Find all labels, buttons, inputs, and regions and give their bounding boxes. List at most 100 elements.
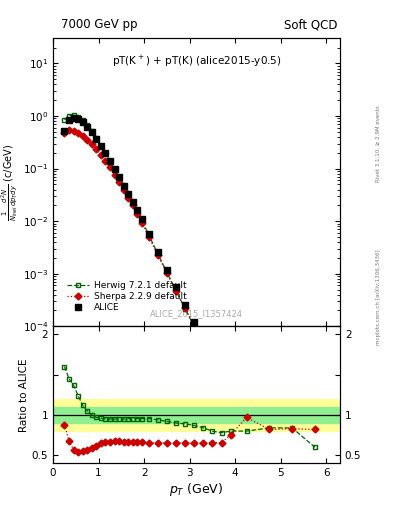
ALICE <box>117 174 121 180</box>
Sherpa 2.2.9 default <box>244 416 249 422</box>
Herwig 7.2.1 default <box>71 112 76 118</box>
Sherpa 2.2.9 default <box>67 126 72 133</box>
ALICE <box>312 496 317 502</box>
ALICE <box>76 116 81 122</box>
ALICE <box>244 409 249 415</box>
Sherpa 2.2.9 default <box>312 503 317 509</box>
Herwig 7.2.1 default <box>201 341 206 347</box>
Text: mcplots.cern.ch [arXiv:1306.3436]: mcplots.cern.ch [arXiv:1306.3436] <box>376 249 380 345</box>
Sherpa 2.2.9 default <box>201 340 206 346</box>
Sherpa 2.2.9 default <box>80 133 85 139</box>
ALICE <box>174 284 178 290</box>
ALICE <box>99 143 103 149</box>
ALICE <box>62 127 67 134</box>
Sherpa 2.2.9 default <box>140 220 144 226</box>
Sherpa 2.2.9 default <box>126 195 130 201</box>
Y-axis label: Ratio to ALICE: Ratio to ALICE <box>19 358 29 432</box>
Sherpa 2.2.9 default <box>165 270 169 276</box>
Herwig 7.2.1 default <box>112 166 117 173</box>
Sherpa 2.2.9 default <box>290 475 294 481</box>
Herwig 7.2.1 default <box>99 142 103 148</box>
Herwig 7.2.1 default <box>117 174 121 180</box>
Sherpa 2.2.9 default <box>85 137 90 143</box>
Herwig 7.2.1 default <box>183 306 187 312</box>
Herwig 7.2.1 default <box>62 117 67 123</box>
Sherpa 2.2.9 default <box>267 445 272 452</box>
Herwig 7.2.1 default <box>80 117 85 123</box>
X-axis label: $p_T$ (GeV): $p_T$ (GeV) <box>169 481 224 498</box>
ALICE <box>126 191 130 197</box>
ALICE <box>80 119 85 125</box>
ALICE <box>103 151 108 157</box>
ALICE <box>183 302 187 308</box>
ALICE <box>94 136 99 142</box>
Text: 7000 GeV pp: 7000 GeV pp <box>61 18 138 31</box>
ALICE <box>267 438 272 444</box>
Herwig 7.2.1 default <box>156 251 160 257</box>
Sherpa 2.2.9 default <box>99 152 103 158</box>
Y-axis label: $\frac{1}{N_{inel}}\frac{d^2N}{dp_{T}dy}$ (c/GeV): $\frac{1}{N_{inel}}\frac{d^2N}{dp_{T}dy}… <box>0 144 20 221</box>
Herwig 7.2.1 default <box>244 418 249 424</box>
Sherpa 2.2.9 default <box>89 141 94 147</box>
Herwig 7.2.1 default <box>126 191 130 197</box>
Line: Herwig 7.2.1 default: Herwig 7.2.1 default <box>62 113 317 512</box>
Sherpa 2.2.9 default <box>174 288 178 294</box>
Sherpa 2.2.9 default <box>192 323 196 329</box>
Herwig 7.2.1 default <box>192 324 196 330</box>
Herwig 7.2.1 default <box>165 269 169 275</box>
Sherpa 2.2.9 default <box>62 130 67 136</box>
Herwig 7.2.1 default <box>89 129 94 135</box>
Herwig 7.2.1 default <box>140 217 144 223</box>
ALICE <box>67 117 72 123</box>
ALICE <box>219 368 224 374</box>
Sherpa 2.2.9 default <box>112 172 117 178</box>
ALICE <box>89 129 94 135</box>
ALICE <box>146 231 151 237</box>
ALICE <box>201 335 206 342</box>
Line: ALICE: ALICE <box>61 115 318 502</box>
ALICE <box>112 166 117 173</box>
Text: Rivet 3.1.10, ≥ 2.9M events: Rivet 3.1.10, ≥ 2.9M events <box>376 105 380 182</box>
ALICE <box>210 351 215 357</box>
ALICE <box>135 207 140 214</box>
Sherpa 2.2.9 default <box>156 252 160 258</box>
Herwig 7.2.1 default <box>210 358 215 364</box>
Sherpa 2.2.9 default <box>121 186 126 193</box>
ALICE <box>85 123 90 130</box>
ALICE <box>121 183 126 189</box>
ALICE <box>290 467 294 473</box>
Sherpa 2.2.9 default <box>76 130 81 136</box>
Herwig 7.2.1 default <box>267 451 272 457</box>
Sherpa 2.2.9 default <box>103 158 108 164</box>
ALICE <box>130 199 135 205</box>
Herwig 7.2.1 default <box>228 391 233 397</box>
Herwig 7.2.1 default <box>67 113 72 119</box>
Sherpa 2.2.9 default <box>117 179 121 185</box>
Sherpa 2.2.9 default <box>135 211 140 217</box>
Sherpa 2.2.9 default <box>183 306 187 312</box>
Herwig 7.2.1 default <box>108 158 112 164</box>
ALICE <box>140 216 144 222</box>
Sherpa 2.2.9 default <box>130 202 135 208</box>
Text: ALICE_2015_I1357424: ALICE_2015_I1357424 <box>150 309 243 317</box>
Herwig 7.2.1 default <box>103 150 108 156</box>
Legend: Herwig 7.2.1 default, Sherpa 2.2.9 default, ALICE: Herwig 7.2.1 default, Sherpa 2.2.9 defau… <box>63 278 190 316</box>
Herwig 7.2.1 default <box>290 482 294 488</box>
Sherpa 2.2.9 default <box>71 127 76 134</box>
Herwig 7.2.1 default <box>219 375 224 381</box>
Text: Soft QCD: Soft QCD <box>284 18 337 31</box>
Sherpa 2.2.9 default <box>210 356 215 362</box>
Text: pT(K$^+$) + pT(K) (alice2015-y0.5): pT(K$^+$) + pT(K) (alice2015-y0.5) <box>112 54 281 69</box>
Sherpa 2.2.9 default <box>228 390 233 396</box>
Sherpa 2.2.9 default <box>219 373 224 379</box>
Sherpa 2.2.9 default <box>146 233 151 240</box>
Herwig 7.2.1 default <box>85 122 90 128</box>
ALICE <box>108 158 112 164</box>
Sherpa 2.2.9 default <box>108 164 112 170</box>
Herwig 7.2.1 default <box>76 114 81 120</box>
Herwig 7.2.1 default <box>174 288 178 294</box>
ALICE <box>192 318 196 325</box>
Sherpa 2.2.9 default <box>94 146 99 152</box>
Herwig 7.2.1 default <box>135 208 140 214</box>
Herwig 7.2.1 default <box>94 135 99 141</box>
